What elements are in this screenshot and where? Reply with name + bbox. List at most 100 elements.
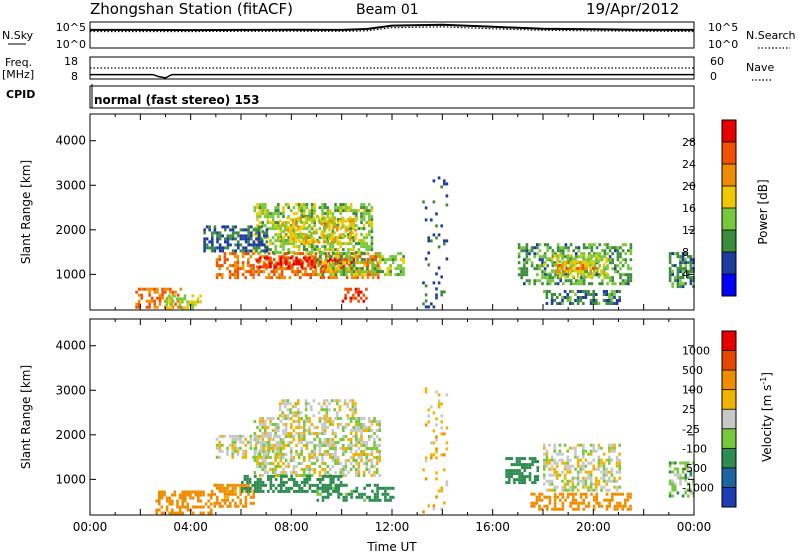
range-cell: [505, 481, 508, 485]
range-cell: [300, 438, 303, 441]
range-cell: [435, 438, 438, 442]
range-cell: [687, 276, 690, 280]
range-cell: [292, 262, 296, 266]
range-cell: [368, 233, 371, 237]
range-cell: [178, 493, 182, 497]
range-cell: [355, 420, 358, 423]
range-cell: [236, 483, 240, 487]
range-cell: [303, 468, 306, 471]
range-cell: [437, 176, 441, 180]
range-cell: [349, 456, 353, 459]
range-cell: [618, 299, 621, 302]
range-cell: [580, 252, 583, 256]
range-cell: [290, 474, 293, 478]
range-cell: [239, 437, 242, 441]
range-cell: [668, 267, 672, 271]
range-cell: [573, 261, 577, 264]
range-cell: [181, 499, 184, 503]
range-cell: [440, 224, 443, 228]
range-cell: [621, 282, 625, 286]
range-cell: [329, 267, 333, 271]
range-cell: [324, 486, 327, 490]
range-cell: [525, 267, 529, 271]
range-cell: [294, 402, 297, 406]
range-cell: [520, 270, 523, 274]
range-cell: [355, 462, 358, 465]
range-cell: [360, 426, 363, 429]
range-cell: [282, 456, 285, 459]
range-cell: [345, 276, 349, 280]
range-cell: [308, 465, 311, 468]
range-cell: [362, 471, 366, 474]
range-cell: [624, 501, 627, 505]
range-cell: [208, 240, 211, 244]
range-cell: [308, 474, 312, 478]
range-cell: [323, 402, 326, 406]
range-cell: [328, 237, 331, 241]
range-cell: [237, 243, 240, 247]
range-cell: [295, 444, 298, 447]
range-cell: [171, 502, 174, 506]
range-cell: [352, 212, 355, 216]
range-cell: [545, 293, 549, 296]
range-cell: [260, 225, 263, 229]
range-cell: [282, 224, 285, 228]
range-cell: [310, 259, 314, 263]
range-cell: [266, 236, 270, 240]
range-cell: [339, 203, 342, 207]
range-cell: [207, 505, 210, 509]
range-cell: [543, 275, 546, 279]
range-cell: [517, 252, 521, 256]
range-cell: [264, 465, 267, 468]
range-cell: [284, 256, 288, 260]
range-cell: [571, 275, 575, 279]
range-cell: [341, 219, 344, 223]
range-cell: [334, 206, 337, 210]
range-cell: [234, 273, 237, 277]
range-cell: [173, 490, 177, 494]
range-cell: [523, 463, 527, 467]
range-cell: [194, 300, 197, 304]
range-cell: [369, 258, 372, 262]
range-cell: [440, 402, 443, 406]
range-cell: [545, 461, 549, 465]
range-cell: [308, 417, 311, 420]
range-cell: [231, 264, 234, 268]
range-cell: [581, 261, 585, 264]
range-cell: [256, 462, 259, 465]
range-cell: [347, 255, 351, 259]
range-cell: [282, 453, 285, 456]
range-cell: [278, 452, 281, 456]
range-cell: [563, 473, 567, 477]
range-cell: [546, 246, 549, 250]
range-cell: [668, 464, 672, 468]
range-cell: [290, 426, 293, 429]
range-cell: [163, 490, 166, 494]
range-cell: [435, 477, 438, 481]
range-cell: [422, 302, 425, 306]
range-cell: [290, 459, 293, 462]
range-cell: [575, 252, 578, 256]
range-cell: [375, 423, 379, 426]
range-cell: [551, 276, 555, 280]
range-cell: [523, 261, 526, 265]
range-cell: [242, 504, 245, 508]
range-cell: [376, 498, 379, 502]
range-cell: [274, 486, 278, 490]
range-cell: [518, 463, 521, 467]
range-cell: [520, 249, 523, 253]
range-cell: [267, 440, 271, 444]
range-cell: [197, 505, 200, 509]
range-cell: [277, 444, 280, 447]
range-cell: [309, 267, 312, 271]
range-cell: [293, 477, 296, 481]
range-cell: [241, 264, 245, 268]
range-cell: [550, 296, 554, 299]
range-cell: [171, 290, 175, 294]
range-cell: [567, 246, 570, 250]
range-cell: [558, 267, 561, 270]
range-cell: [303, 209, 306, 213]
range-cell: [310, 245, 314, 249]
range-cell: [368, 438, 371, 441]
range-cell: [169, 302, 172, 306]
